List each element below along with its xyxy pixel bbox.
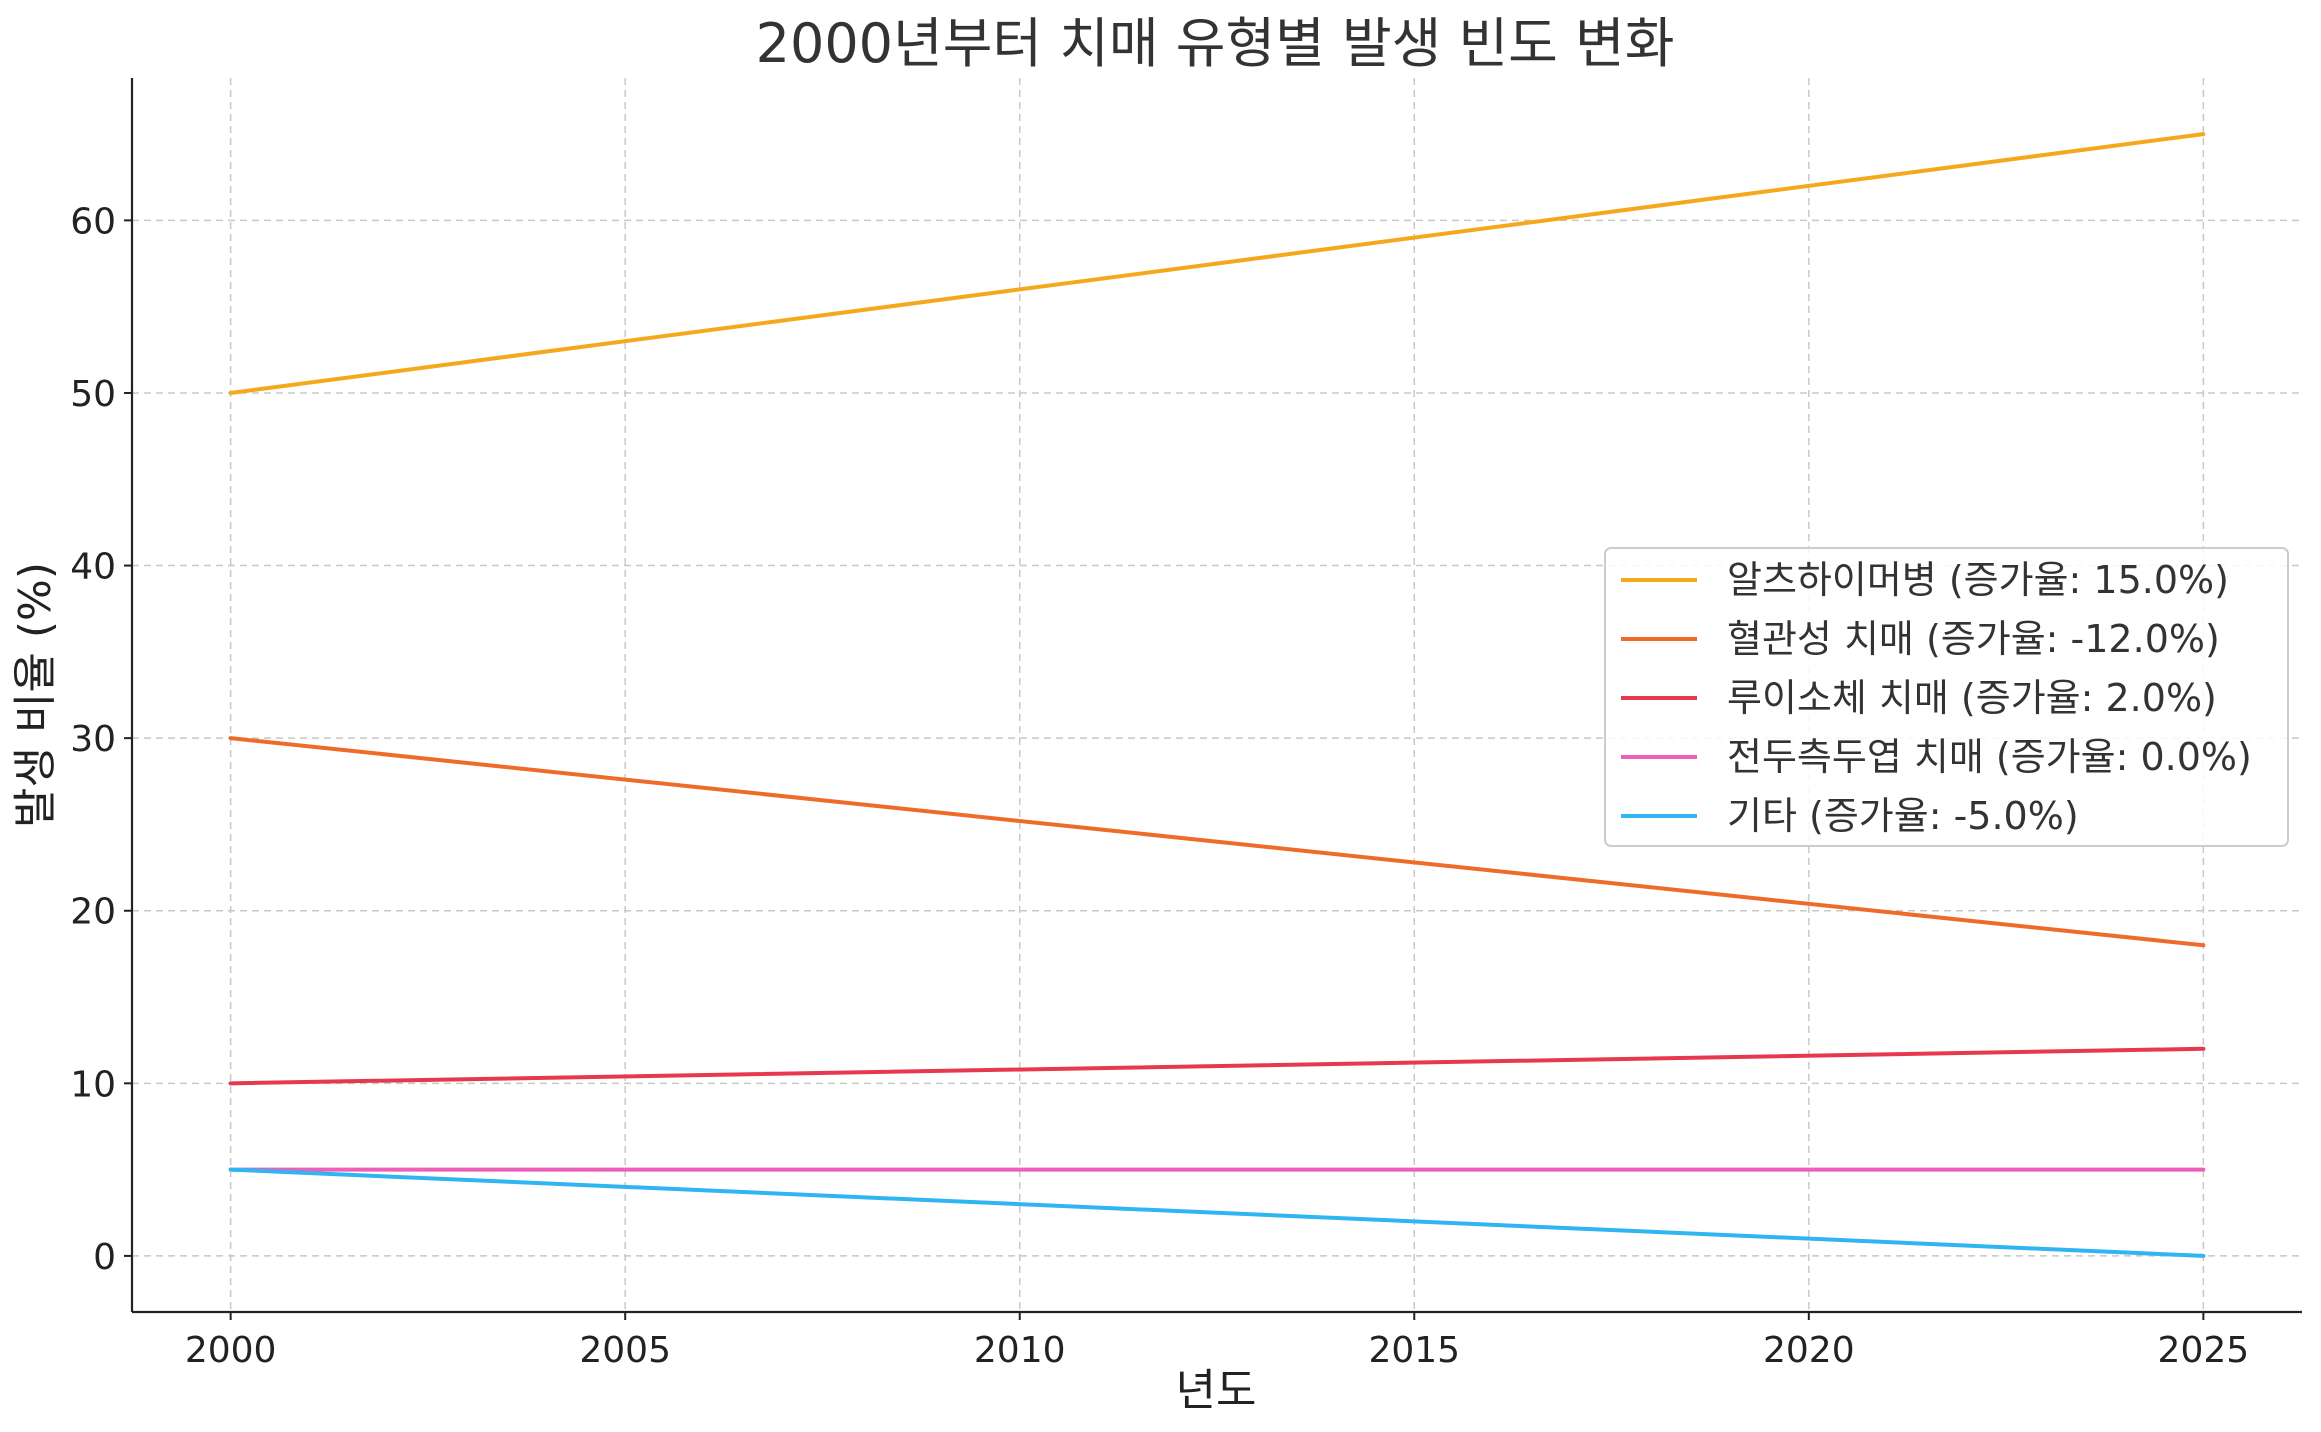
x-tick-label: 2000 xyxy=(185,1330,277,1371)
series-lines xyxy=(228,132,2206,1258)
grid xyxy=(132,78,2302,1312)
x-tick-label: 2020 xyxy=(1763,1330,1855,1371)
legend-box xyxy=(1604,547,2289,847)
series-line-5 xyxy=(228,1167,2206,1258)
x-axis-title: 년도 xyxy=(1176,1365,1257,1416)
y-tick-label: 20 xyxy=(70,892,116,933)
legend-label: 혈관성 치매 (증가율: -12.0%) xyxy=(1727,617,2220,661)
y-tick-label: 30 xyxy=(70,719,116,760)
x-tick-label: 2025 xyxy=(2158,1330,2250,1371)
axes: 2000 2005 2010 2015 2020 2025 0 10 20 30 40 50 60 xyxy=(70,78,2302,1371)
series-line-1 xyxy=(228,132,2206,395)
y-tick-label: 10 xyxy=(70,1064,116,1105)
legend: 알츠하이머병 (증가율: 15.0%) 혈관성 치매 (증가율: -12.0%) 루… xyxy=(1604,547,2289,847)
legend-label: 루이소체 치매 (증가율: 2.0%) xyxy=(1727,676,2217,720)
x-tick-label: 2010 xyxy=(974,1330,1066,1371)
y-tick-label: 0 xyxy=(93,1237,116,1278)
chart-title: 2000년부터 치매 유형별 발생 빈도 변화 xyxy=(756,12,1675,75)
legend-label: 전두측두엽 치매 (증가율: 0.0%) xyxy=(1727,735,2252,779)
series-line-2 xyxy=(228,736,2206,948)
series-line-3 xyxy=(228,1046,2206,1086)
y-axis-title: 발생 비율 (%) xyxy=(10,562,61,828)
legend-label: 알츠하이머병 (증가율: 15.0%) xyxy=(1727,558,2229,602)
x-tick-label: 2005 xyxy=(579,1330,671,1371)
x-tick-label: 2015 xyxy=(1368,1330,1460,1371)
legend-label: 기타 (증가율: -5.0%) xyxy=(1727,794,2079,838)
y-tick-label: 50 xyxy=(70,374,116,415)
y-tick-label: 40 xyxy=(70,547,116,588)
y-tick-label: 60 xyxy=(70,201,116,242)
